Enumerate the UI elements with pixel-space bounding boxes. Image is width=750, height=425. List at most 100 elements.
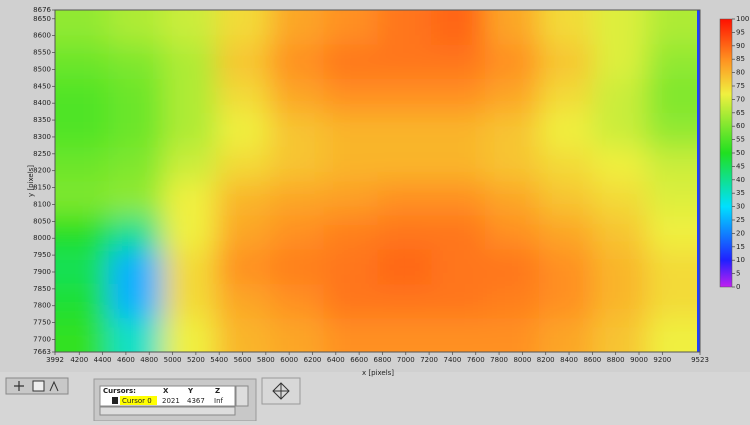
x-tick-label: 7600	[467, 356, 485, 364]
y-tick-label: 8150	[33, 184, 51, 192]
heatmap-cell	[216, 317, 271, 352]
x-tick-label: 7400	[444, 356, 462, 364]
heatmap-cell	[538, 10, 593, 45]
heatmap-cell	[270, 10, 325, 45]
heatmap-cell	[377, 181, 432, 216]
heatmap-cell	[646, 78, 700, 114]
heatmap-cell	[538, 78, 593, 114]
y-axis-label: y [pixels]	[27, 165, 35, 197]
pan-icon[interactable]	[14, 381, 24, 391]
x-tick-label: 4800	[140, 356, 158, 364]
cursor-swatch[interactable]	[112, 397, 118, 404]
x-tick-label: 6600	[350, 356, 368, 364]
heatmap-cell	[323, 10, 378, 45]
heatmap-cell	[108, 283, 163, 319]
heatmap-cell	[323, 249, 378, 285]
heatmap-cell	[55, 146, 110, 182]
x-tick-label: 4400	[94, 356, 112, 364]
heatmap-cell	[216, 44, 271, 79]
colorbar-tick-label: 85	[736, 55, 745, 63]
colorbar-tick-label: 65	[736, 109, 745, 117]
heatmap-cell	[431, 10, 486, 45]
toolbar	[5, 377, 69, 395]
heatmap-cell	[485, 215, 540, 250]
colorbar-tick-label: 45	[736, 162, 745, 170]
heatmap-cell	[270, 146, 325, 182]
heatmap-cell	[108, 146, 163, 182]
hand-icon[interactable]	[49, 380, 59, 392]
heatmap-cell	[55, 215, 110, 250]
colorbar-tick-label: 90	[736, 42, 745, 50]
heatmap-cell	[55, 317, 110, 352]
heatmap-cell	[485, 78, 540, 114]
heatmap-cell	[216, 215, 271, 250]
heatmap-cell	[538, 112, 593, 148]
colorbar-tick-label: 70	[736, 95, 745, 103]
heatmap-cell	[55, 249, 110, 285]
cursor-cell: Cursor 0	[122, 397, 152, 405]
y-tick-label: 7950	[33, 251, 51, 259]
heatmap-cell	[323, 181, 378, 216]
heatmap-cell	[162, 78, 217, 114]
heatmap-cell	[270, 181, 325, 216]
colorbar-tick-label: 75	[736, 82, 745, 90]
heatmap-cell	[323, 317, 378, 352]
heatmap-cell	[538, 146, 593, 182]
y-tick-label: 8050	[33, 217, 51, 225]
zoom-icon[interactable]	[32, 380, 45, 392]
heatmap-cell	[55, 112, 110, 148]
x-tick-label: 8000	[513, 356, 531, 364]
heatmap-cell	[323, 215, 378, 250]
heatmap-cell	[55, 78, 110, 114]
x-tick-label: 5600	[234, 356, 252, 364]
heatmap-cell	[216, 249, 271, 285]
heatmap-cell	[323, 112, 378, 148]
heatmap-cell	[270, 317, 325, 352]
cursor-column-header: Y	[187, 387, 194, 395]
heatmap-cells	[55, 10, 700, 352]
heatmap-cell	[377, 112, 432, 148]
heatmap-cell	[162, 215, 217, 250]
heatmap-cell	[485, 44, 540, 79]
x-tick-label: 8400	[560, 356, 578, 364]
x-tick-label: 9000	[630, 356, 648, 364]
cursor-column-header: Cursors:	[103, 387, 136, 395]
y-tick-label: 8300	[33, 133, 51, 141]
heatmap-cell	[592, 78, 647, 114]
heatmap-cell	[270, 78, 325, 114]
heatmap-cell	[485, 283, 540, 319]
heatmap-cell	[55, 283, 110, 319]
heatmap-cell	[377, 146, 432, 182]
colorbar-tick-label: 15	[736, 243, 745, 251]
heatmap-cell	[646, 112, 700, 148]
scrollbar-v[interactable]	[235, 385, 249, 407]
heatmap-cell	[108, 44, 163, 79]
scrollbar-h[interactable]	[99, 406, 236, 416]
heatmap-cell	[646, 146, 700, 182]
plot-frame	[54, 9, 701, 353]
heatmap-cell	[55, 10, 110, 45]
heatmap-cell	[538, 317, 593, 352]
heatmap-cell	[108, 181, 163, 216]
edge-strip	[697, 10, 700, 352]
heatmap-cell	[431, 215, 486, 250]
heatmap-cell	[162, 44, 217, 79]
heatmap-cell	[270, 215, 325, 250]
heatmap-cell	[485, 249, 540, 285]
heatmap-cell	[108, 249, 163, 285]
cursor-cell: 4367	[187, 397, 205, 405]
colorbar-tick-label: 50	[736, 149, 745, 157]
heatmap-cell	[646, 181, 700, 216]
heatmap-cell	[108, 10, 163, 45]
colorbar-tick-label: 35	[736, 189, 745, 197]
heatmap-cell	[270, 249, 325, 285]
y-tick-label: 8350	[33, 116, 51, 124]
y-tick-label: 8500	[33, 65, 51, 73]
y-tick-label: 8400	[33, 99, 51, 107]
heatmap-cell	[538, 283, 593, 319]
colorbar-tick-label: 100	[736, 15, 749, 23]
y-tick-label: 7750	[33, 319, 51, 327]
heatmap-cell	[538, 44, 593, 79]
heatmap-cell	[216, 146, 271, 182]
